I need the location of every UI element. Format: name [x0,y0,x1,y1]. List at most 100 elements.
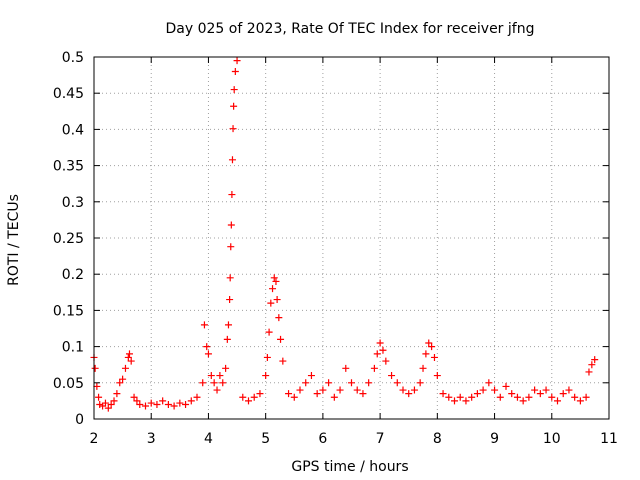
data-point [142,402,149,410]
data-point [110,397,118,405]
data-point [204,350,212,358]
data-point [388,372,396,380]
data-point [430,353,438,361]
data-point [270,274,278,282]
data-point [302,379,310,387]
data-point [159,397,167,405]
data-point [353,386,361,394]
data-point [285,390,293,398]
data-point [203,343,211,351]
data-point [239,393,247,401]
data-point [370,364,378,372]
data-point [176,399,184,407]
data-point [113,390,121,398]
data-point [227,221,235,229]
data-point [219,379,227,387]
data-point [213,386,221,394]
data-point [275,314,283,322]
data-point [330,393,338,401]
data-point [336,386,344,394]
y-tick-label: 0.45 [53,86,84,102]
x-tick-label: 4 [204,431,213,447]
data-point [265,328,273,336]
roti-series [90,57,599,412]
data-point [496,393,504,401]
data-point [272,277,280,285]
data-point [210,379,218,387]
y-tick-label: 0.1 [62,340,84,356]
data-point [307,372,315,380]
data-point [473,390,481,398]
data-point [223,335,231,343]
grid [94,57,609,419]
data-point [379,346,387,354]
data-point [279,357,287,365]
data-point [502,382,510,390]
data-point [273,296,281,304]
data-point [591,356,599,364]
data-point [582,393,590,401]
data-point [433,372,441,380]
data-point [250,393,258,401]
data-point [229,125,237,133]
data-point [296,386,304,394]
data-point [230,86,238,94]
data-point [462,397,470,405]
x-tick-label: 7 [376,431,385,447]
data-point [130,393,138,401]
data-point [373,350,381,358]
y-tick-label: 0.3 [62,195,84,211]
data-point [245,397,252,405]
x-tick-label: 9 [490,431,499,447]
data-point [588,361,596,369]
data-point [93,382,101,390]
data-point [207,372,215,380]
data-point [399,386,407,394]
x-tick-label: 11 [600,431,618,447]
y-tick-label: 0.35 [53,159,84,175]
data-point [508,390,516,398]
y-tick-label: 0.15 [53,303,84,319]
y-tick-label: 0.25 [53,231,84,247]
data-point [325,379,333,387]
data-point [127,357,135,365]
data-point [348,379,355,387]
data-point [277,335,285,343]
data-point [491,386,499,394]
data-point [136,401,144,409]
y-tick-label: 0.05 [53,376,84,392]
data-point [548,393,556,401]
data-point [376,339,384,347]
data-point [226,274,234,282]
data-point [262,372,270,380]
chart-title: Day 025 of 2023, Rate Of TEC Index for r… [166,21,535,37]
data-point [231,67,239,75]
data-point [147,399,155,407]
data-point [445,393,453,401]
data-point [451,397,458,405]
data-point [233,57,241,65]
data-point [230,102,238,110]
data-point [290,393,298,401]
data-point [559,390,567,398]
series-roti [90,57,599,412]
data-point [182,401,190,409]
data-point [542,386,550,394]
data-point [216,372,224,380]
data-point [228,156,236,164]
x-tick-label: 5 [261,431,270,447]
data-point [222,364,230,372]
data-point [365,379,373,387]
data-point [382,357,390,365]
y-axis-label: ROTI / TECUs [6,194,22,286]
data-point [576,397,584,405]
data-point [269,285,277,293]
data-point [125,350,133,358]
x-tick-label: 6 [318,431,327,447]
data-point [425,339,433,347]
data-point [456,393,464,401]
data-point [359,390,367,398]
data-point [95,393,103,401]
